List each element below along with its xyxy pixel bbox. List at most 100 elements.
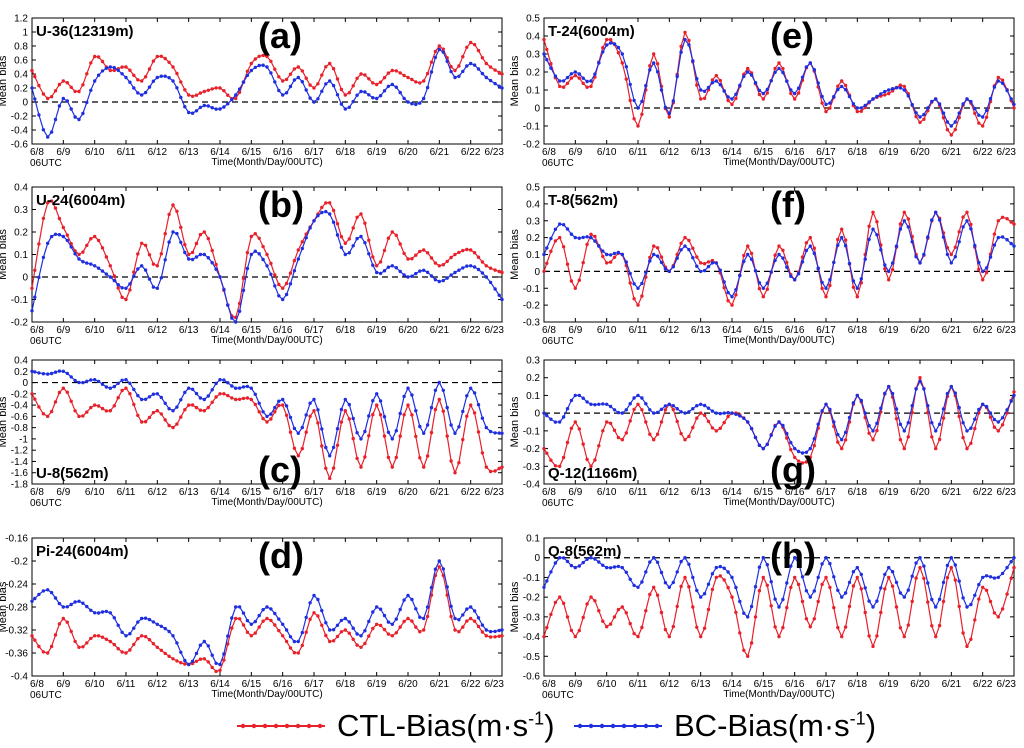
panel-b-bc-point [234,320,238,324]
panel-a-bc-point [179,95,183,100]
panel-b-ytick-label: 0 [22,273,28,284]
panel-c-ctl-point [73,409,77,413]
panel-a-ytick-label: -0.2 [11,112,29,123]
panel-b-ytick-label: 0.4 [14,183,28,194]
panel-g-bc-point [843,430,848,435]
panel-f-bc-point [608,253,613,257]
panel-a-bc-point [61,96,65,101]
panel-a-bc-point [414,102,418,107]
panel-f-ctl-point [569,279,574,283]
panel-h-bc-point [1012,556,1016,560]
panel-f-bc-point [777,252,781,257]
panel-h-ctl-point [648,592,652,597]
panel-h-bc-point [616,564,621,569]
panel-c-bc-point [469,386,473,390]
panel-f-bc-point [765,281,769,285]
panel-e-ctl-point [608,37,613,42]
panel-h-bc-point [608,566,613,570]
panel-g-bc-point [597,402,601,406]
panel-e-bc-point [992,85,997,89]
panel-a-ctl-point [136,78,140,82]
panel-e-bc-point [706,85,711,90]
panel-h-ctl-point [847,604,852,609]
panel-f-ctl-point [581,260,585,265]
panel-a-bc-point [449,69,453,74]
panel-f-bc-point [977,260,981,265]
panel-c-xtick-label: 6/17 [304,487,324,498]
panel-c-bc-point [198,396,203,400]
panel-a-ctl-point [140,79,144,83]
panel-c-bc-point [320,427,324,431]
panel-e-ytick-label: 0.3 [526,50,540,61]
panel-h-ctl-point [832,605,836,610]
panel-b-bc-point [324,209,328,214]
panel-b-ctl-point [46,201,50,205]
panel-e-ctl-point [984,115,989,120]
panel-d-bc-point [394,617,398,621]
panel-a-bc-point [480,71,485,76]
panel-e-bc-point [906,94,910,98]
panel-b-ctl-point [100,246,105,250]
panel-c-bc-point [453,431,457,435]
panel-g-ctl-point [812,443,816,448]
panel-a-bc-point [81,111,85,116]
panel-c-bc-point [53,370,58,374]
panel-c-ctl-point [116,396,120,400]
panel-e-bc-point [675,74,679,79]
panel-c-ytick-label: 0 [22,378,28,389]
panel-e-ytick-label: 0.4 [526,32,540,43]
panel-a-ctl-point [65,81,70,85]
panel-d-bc-point [167,629,171,634]
panel-e-ctl-point [1012,106,1016,110]
panel-g-ctl-point [867,431,871,435]
panel-b-bc-point [104,272,109,276]
panel-h-bc-point [934,605,938,609]
panel-e-xtick-label: 6/18 [848,147,868,158]
panel-e-bc-point [542,52,546,56]
panel-g-ctl-point [687,434,691,439]
panel-e-ctl-point [820,101,824,105]
panel-a-bc-point [312,100,316,104]
panel-e-bc-point [597,61,601,65]
panel-d-bc-point [335,623,340,627]
panel-e-ctl-point [569,76,574,80]
panel-b-ctl-point [480,260,485,264]
panel-g-ctl-point [553,464,558,468]
panel-f-bc-point [832,260,836,265]
panel-b-ctl-point [65,233,70,237]
panel-a-bc-point [300,80,304,84]
panel-b-ctl-point [143,243,148,247]
panel-g-xlabel: Time(Month/Day/00UTC) [723,497,834,508]
panel-h-ctl-point [937,623,942,628]
panel-e-bc-point [699,88,703,92]
panel-d-ctl-point [226,642,230,646]
panel-h-bc-point [561,556,566,560]
panel-g-bc-point [937,422,942,426]
panel-e-bc-point [561,79,566,83]
panel-a-bc-point [441,50,445,54]
panel-h-bc-point [840,595,844,599]
panel-d-ctl-point [136,637,140,641]
panel-d-bc-point [89,608,93,612]
panel-h-bc-point [973,593,977,597]
panel-d-bc-point [453,616,457,621]
panel-d-ctl-point [437,565,441,569]
panel-a-ctl-point [269,59,273,63]
panel-e-xtick-label: 6/9 [568,147,582,158]
panel-a-ctl-point [418,81,422,85]
panel-e-bc-point [859,106,863,110]
panel-c-bc-point [493,431,497,435]
panel-f-ctl-point [601,254,605,259]
panel-d-bc-point [194,651,199,656]
panel-d-bc-point [418,615,422,619]
panel-c-bc-point [339,407,344,412]
panel-g-bc-point [608,404,613,409]
panel-g-ctl-point [793,455,797,460]
panel-a-bc-point [422,96,426,101]
panel-e-bc-point [738,83,742,88]
panel-e-bc-point [984,108,989,113]
panel-e-ctl-point [687,38,691,43]
panel-b-bc-point [143,268,148,272]
panel-d-ctl-point [296,651,300,655]
panel-d-ctl-point [304,630,308,634]
